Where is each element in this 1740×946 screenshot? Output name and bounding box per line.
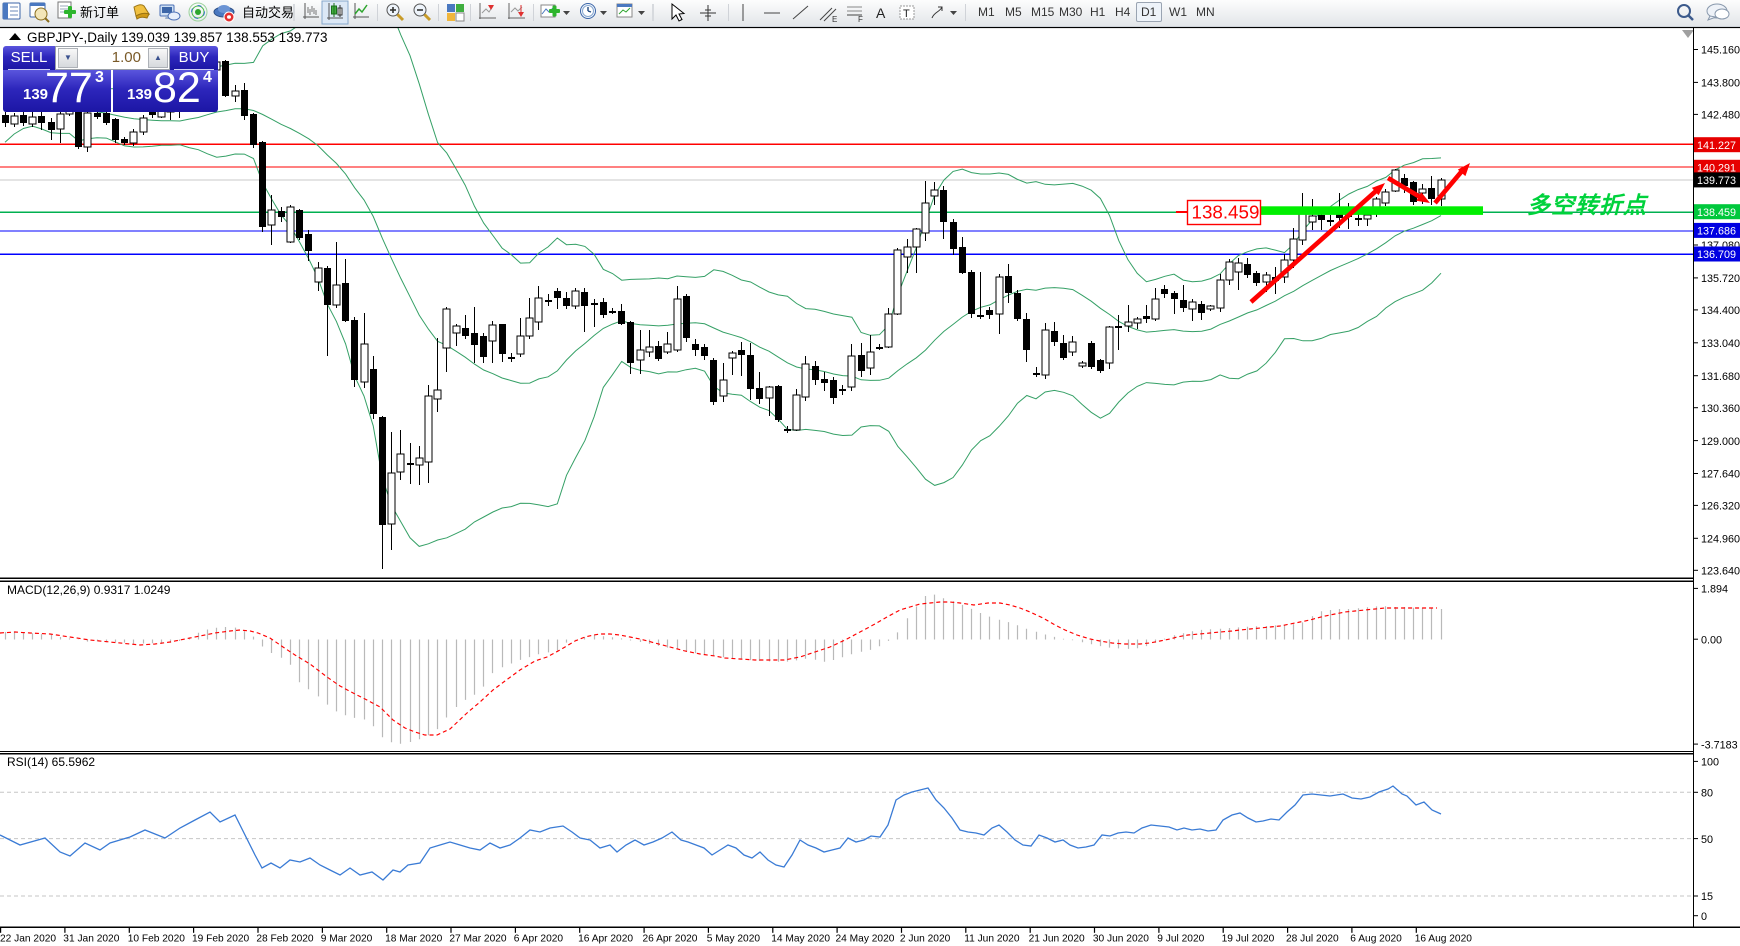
svg-text:26 Apr 2020: 26 Apr 2020 — [643, 934, 698, 945]
svg-text:139.773: 139.773 — [1697, 175, 1736, 187]
svg-text:9 Jul 2020: 9 Jul 2020 — [1157, 934, 1204, 945]
svg-text:123.640: 123.640 — [1701, 566, 1740, 578]
svg-text:145.160: 145.160 — [1701, 45, 1740, 57]
svg-text:自动交易: 自动交易 — [242, 5, 294, 20]
svg-text:131.680: 131.680 — [1701, 371, 1740, 383]
svg-text:18 Mar 2020: 18 Mar 2020 — [385, 934, 443, 945]
svg-text:14 May 2020: 14 May 2020 — [771, 934, 830, 945]
svg-text:28 Feb 2020: 28 Feb 2020 — [256, 934, 314, 945]
svg-text:A: A — [876, 5, 886, 21]
svg-text:F: F — [858, 15, 863, 24]
svg-text:134.400: 134.400 — [1701, 305, 1740, 317]
svg-text:140.291: 140.291 — [1697, 163, 1736, 175]
svg-text:多空转折点: 多空转折点 — [1527, 192, 1649, 218]
svg-text:MACD(12,26,9) 0.9317 1.0249: MACD(12,26,9) 0.9317 1.0249 — [7, 583, 171, 597]
svg-text:19 Feb 2020: 19 Feb 2020 — [192, 934, 250, 945]
svg-text:80: 80 — [1701, 788, 1713, 800]
svg-text:142.480: 142.480 — [1701, 110, 1740, 122]
svg-text:E: E — [832, 15, 837, 24]
svg-text:141.227: 141.227 — [1697, 140, 1736, 152]
svg-text:22 Jan 2020: 22 Jan 2020 — [0, 934, 56, 945]
svg-text:143.800: 143.800 — [1701, 78, 1740, 90]
svg-text:6 Apr 2020: 6 Apr 2020 — [514, 934, 564, 945]
svg-text:138.459: 138.459 — [1697, 207, 1736, 219]
svg-text:129.000: 129.000 — [1701, 436, 1740, 448]
svg-text:T: T — [903, 8, 910, 20]
svg-text:127.640: 127.640 — [1701, 469, 1740, 481]
svg-text:124.960: 124.960 — [1701, 534, 1740, 546]
svg-text:130.360: 130.360 — [1701, 403, 1740, 415]
svg-text:10 Feb 2020: 10 Feb 2020 — [128, 934, 186, 945]
svg-text:0: 0 — [1701, 911, 1707, 923]
svg-text:28 Jul 2020: 28 Jul 2020 — [1286, 934, 1339, 945]
svg-text:31 Jan 2020: 31 Jan 2020 — [63, 934, 119, 945]
svg-text:126.320: 126.320 — [1701, 501, 1740, 513]
svg-text:6 Aug 2020: 6 Aug 2020 — [1350, 934, 1402, 945]
svg-text:11 Jun 2020: 11 Jun 2020 — [964, 934, 1020, 945]
svg-text:136.709: 136.709 — [1697, 249, 1736, 261]
svg-text:138.459: 138.459 — [1192, 202, 1260, 223]
svg-text:-3.7183: -3.7183 — [1701, 739, 1738, 751]
svg-text:133.040: 133.040 — [1701, 338, 1740, 350]
svg-text:1.894: 1.894 — [1701, 584, 1728, 596]
svg-text:5 May 2020: 5 May 2020 — [707, 934, 761, 945]
svg-text:27 Mar 2020: 27 Mar 2020 — [449, 934, 507, 945]
svg-text:0.00: 0.00 — [1701, 634, 1722, 646]
svg-text:GBPJPY-,Daily 139.039 139.857: GBPJPY-,Daily 139.039 139.857 138.553 13… — [27, 30, 327, 45]
svg-text:16 Aug 2020: 16 Aug 2020 — [1415, 934, 1473, 945]
svg-text:新订单: 新订单 — [80, 5, 119, 20]
svg-text:2 Jun 2020: 2 Jun 2020 — [900, 934, 951, 945]
svg-text:15: 15 — [1701, 891, 1713, 903]
svg-text:100: 100 — [1701, 757, 1719, 769]
svg-text:50: 50 — [1701, 834, 1713, 846]
svg-text:137.686: 137.686 — [1697, 226, 1736, 238]
svg-text:RSI(14) 65.5962: RSI(14) 65.5962 — [7, 755, 95, 769]
svg-text:19 Jul 2020: 19 Jul 2020 — [1222, 934, 1275, 945]
svg-text:16 Apr 2020: 16 Apr 2020 — [578, 934, 633, 945]
svg-text:21 Jun 2020: 21 Jun 2020 — [1029, 934, 1085, 945]
svg-text:9 Mar 2020: 9 Mar 2020 — [321, 934, 373, 945]
svg-text:30 Jun 2020: 30 Jun 2020 — [1093, 934, 1149, 945]
svg-text:24 May 2020: 24 May 2020 — [836, 934, 895, 945]
svg-text:135.720: 135.720 — [1701, 273, 1740, 285]
